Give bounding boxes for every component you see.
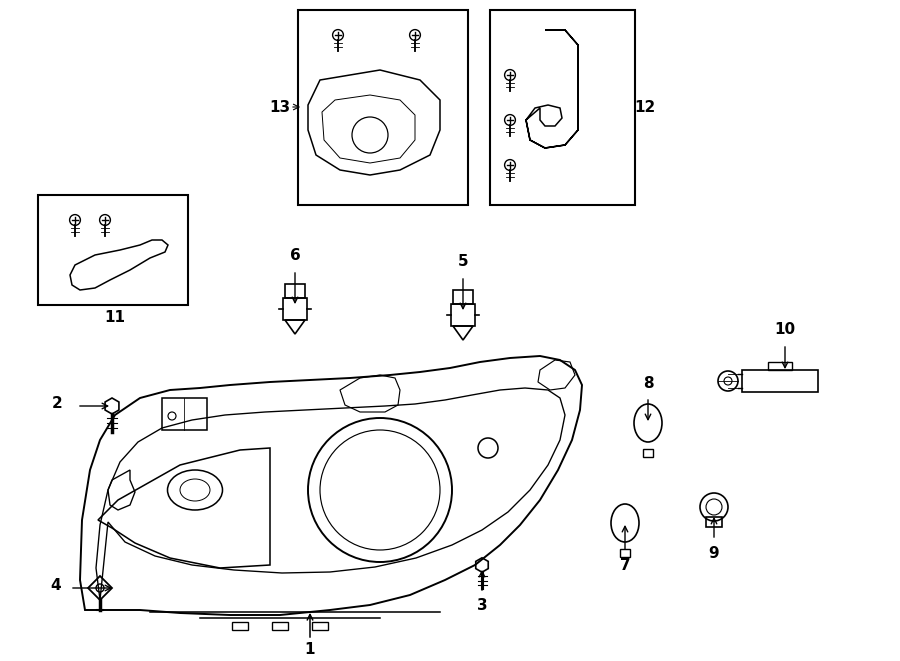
Text: 2: 2 <box>51 397 62 412</box>
Bar <box>298 10 468 205</box>
Text: 1: 1 <box>305 642 315 658</box>
Bar <box>643 449 653 457</box>
Bar <box>312 622 328 630</box>
Text: 3: 3 <box>477 598 487 613</box>
Bar <box>162 398 207 430</box>
Bar <box>285 284 305 298</box>
Text: 4: 4 <box>50 578 61 594</box>
Text: 13: 13 <box>269 100 291 114</box>
Text: 5: 5 <box>458 254 468 270</box>
Bar <box>272 622 288 630</box>
Text: 8: 8 <box>643 377 653 391</box>
Bar <box>620 549 630 557</box>
Text: 10: 10 <box>774 323 796 338</box>
Bar <box>232 622 248 630</box>
Bar <box>742 370 818 392</box>
Bar <box>706 517 722 527</box>
Text: 7: 7 <box>620 557 630 572</box>
Bar <box>768 362 792 370</box>
Bar <box>453 290 473 304</box>
Text: 12: 12 <box>634 100 655 114</box>
Bar <box>38 195 188 305</box>
Text: 11: 11 <box>104 309 125 325</box>
Bar <box>283 298 307 320</box>
Text: 9: 9 <box>708 545 719 561</box>
Bar <box>490 10 635 205</box>
Text: 6: 6 <box>290 249 301 264</box>
Bar <box>451 304 475 326</box>
